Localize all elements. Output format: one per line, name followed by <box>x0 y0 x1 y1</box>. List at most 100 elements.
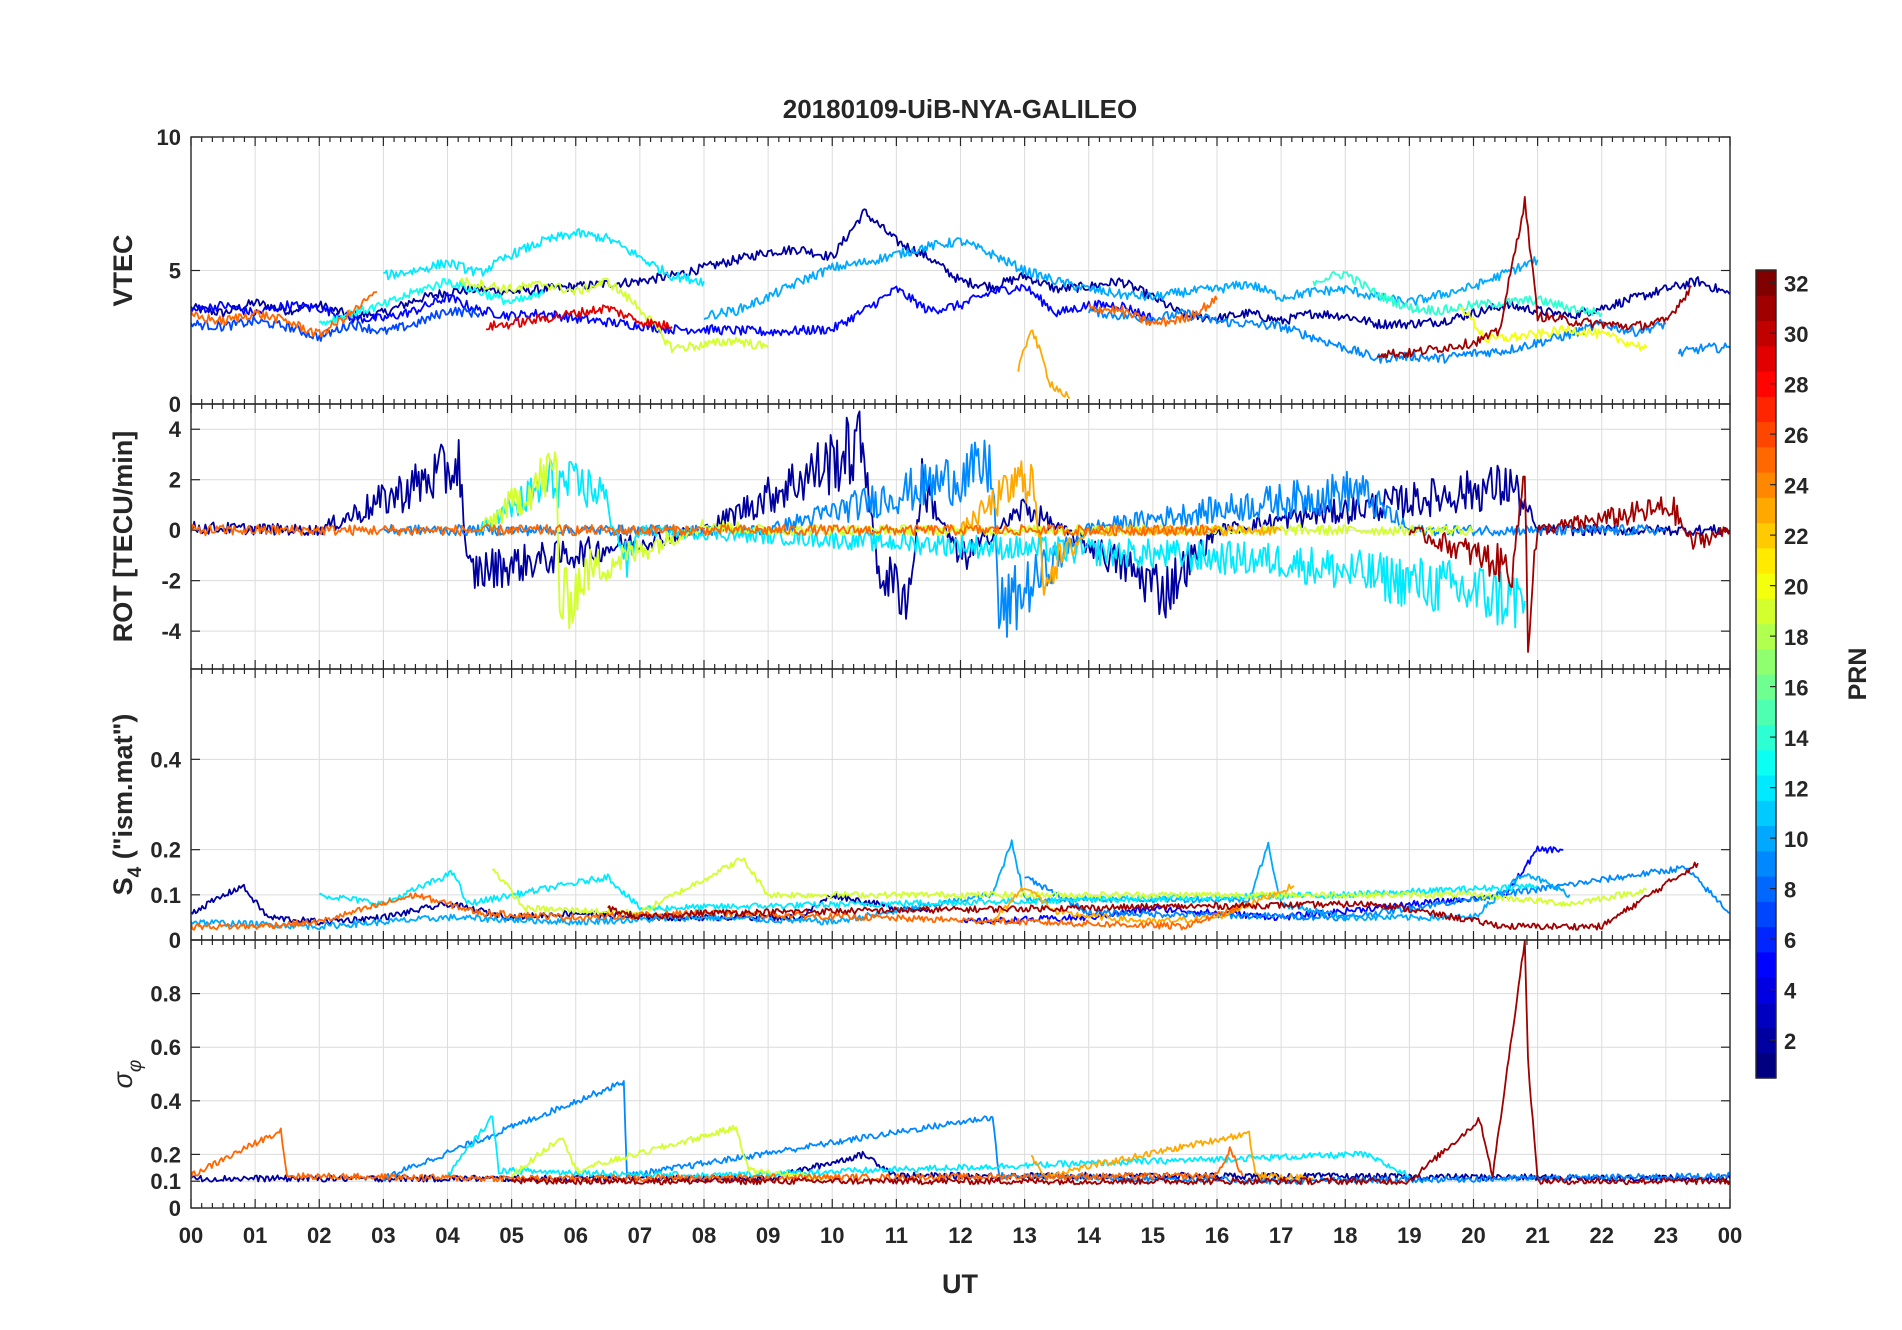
colorbar-swatch <box>1756 951 1776 978</box>
y-tick-label: 5 <box>169 259 181 284</box>
series-line-prn-23 <box>1030 1130 1314 1182</box>
series-line-prn-12 <box>318 869 1539 912</box>
colorbar-swatch <box>1756 623 1776 650</box>
colorbar-swatch <box>1756 598 1776 625</box>
series-line-prn-13 <box>318 277 545 326</box>
colorbar-swatch <box>1756 825 1776 852</box>
series-line-prn-9 <box>1677 342 1730 357</box>
series-line-prn-2 <box>191 883 930 926</box>
series-line-prn-25 <box>1088 295 1218 327</box>
y-axis-label: S4 ("ism.mat") <box>108 714 146 896</box>
x-tick-label: 18 <box>1333 1223 1357 1248</box>
series-line-prn-12 <box>446 1115 1410 1180</box>
colorbar-swatch <box>1756 724 1776 751</box>
colorbar-swatch <box>1756 295 1776 322</box>
y-axis-label-sub: φ <box>125 1060 146 1072</box>
colorbar-tick-label: 22 <box>1784 524 1808 549</box>
x-tick-label: 09 <box>756 1223 780 1248</box>
colorbar-tick-label: 12 <box>1784 777 1808 802</box>
y-tick-label: 0.8 <box>150 982 181 1007</box>
x-tick-label: 00 <box>179 1223 203 1248</box>
x-tick-label: 15 <box>1141 1223 1165 1248</box>
series-group <box>191 410 1730 653</box>
y-tick-label: 0 <box>169 928 181 953</box>
chart-title: 20180109-UiB-NYA-GALILEO <box>783 94 1138 124</box>
y-tick-label: 0 <box>169 1196 181 1221</box>
x-tick-label: 02 <box>307 1223 331 1248</box>
series-line-prn-29 <box>486 304 673 331</box>
colorbar-swatch <box>1756 876 1776 902</box>
colorbar-tick-label: 28 <box>1784 373 1808 398</box>
series-line-prn-31 <box>607 861 1699 931</box>
x-tick-label: 11 <box>885 1223 908 1248</box>
series-line-prn-5 <box>959 845 1564 925</box>
y-tick-label: 0 <box>169 518 181 543</box>
y-tick-label: 4 <box>169 417 182 442</box>
x-tick-label: 21 <box>1525 1223 1549 1248</box>
colorbar-swatch <box>1756 270 1776 296</box>
x-tick-label: 22 <box>1590 1223 1614 1248</box>
colorbar-swatch <box>1756 901 1776 928</box>
x-tick-label: 20 <box>1461 1223 1485 1248</box>
y-tick-label: 0.1 <box>150 883 181 908</box>
y-axis-label-main: σ <box>108 1070 138 1088</box>
colorbar-swatch <box>1756 573 1776 599</box>
x-axis-label: UT <box>942 1269 978 1299</box>
colorbar-swatch <box>1756 1002 1776 1029</box>
x-tick-label: 08 <box>692 1223 716 1248</box>
colorbar-tick-label: 20 <box>1784 575 1808 600</box>
axes-frame <box>190 939 1731 1209</box>
x-tick-label: 17 <box>1269 1223 1293 1248</box>
colorbar-swatch <box>1756 775 1776 801</box>
colorbar-swatch <box>1756 749 1776 776</box>
series-line-prn-9 <box>1087 306 1667 364</box>
series-line-prn-31 <box>1408 475 1730 653</box>
colorbar-swatch <box>1756 345 1776 372</box>
colorbar-swatch <box>1756 547 1776 574</box>
x-tick-label: 14 <box>1077 1223 1102 1248</box>
y-tick-label: 0.4 <box>150 1089 181 1114</box>
x-tick-label: 07 <box>628 1223 652 1248</box>
colorbar-tick-label: 32 <box>1784 272 1808 297</box>
y-tick-label: -4 <box>161 619 181 644</box>
x-tick-label: 12 <box>948 1223 972 1248</box>
colorbar-tick-label: 30 <box>1784 322 1808 347</box>
panel-3: 00.10.20.4S4 ("ism.mat") <box>108 668 1731 953</box>
x-tick-label: 23 <box>1654 1223 1678 1248</box>
y-tick-label: 10 <box>157 125 181 150</box>
colorbar-swatch <box>1756 977 1776 1003</box>
y-axis-label-rest: ("ism.mat") <box>108 714 138 867</box>
series-line-prn-23 <box>1017 329 1071 400</box>
colorbar-swatch <box>1756 926 1776 953</box>
colorbar-tick-label: 14 <box>1784 726 1809 751</box>
series-line-prn-25 <box>191 1127 1244 1183</box>
y-tick-label: 0 <box>169 392 181 417</box>
y-tick-label: -2 <box>161 569 181 594</box>
y-tick-label: 2 <box>169 468 181 493</box>
colorbar-tick-label: 4 <box>1784 979 1797 1004</box>
series-line-prn-14 <box>1312 270 1603 318</box>
series-line-prn-19 <box>510 1124 833 1183</box>
x-tick-label: 05 <box>499 1223 523 1248</box>
series-group <box>191 195 1730 400</box>
colorbar-tick-label: 6 <box>1784 928 1796 953</box>
colorbar-swatch <box>1756 396 1776 423</box>
series-line-prn-7 <box>191 306 481 342</box>
colorbar-tick-label: 24 <box>1784 474 1809 499</box>
colorbar-swatch <box>1756 446 1776 473</box>
colorbar-swatch <box>1756 699 1776 726</box>
series-group <box>191 839 1730 931</box>
x-tick-label: 10 <box>820 1223 844 1248</box>
panel-2: -4 -2 0 2 4 ROT [TECU/min] <box>108 403 1731 670</box>
x-tick-label: 00 <box>1718 1223 1742 1248</box>
series-line-prn-19 <box>491 857 1648 917</box>
series-line-prn-12 <box>383 227 705 287</box>
y-tick-label: 0.2 <box>150 838 181 863</box>
colorbar-swatch <box>1756 800 1776 827</box>
series-line-prn-20 <box>1460 307 1648 352</box>
colorbar-tick-label: 10 <box>1784 827 1808 852</box>
colorbar-swatch <box>1756 472 1776 498</box>
